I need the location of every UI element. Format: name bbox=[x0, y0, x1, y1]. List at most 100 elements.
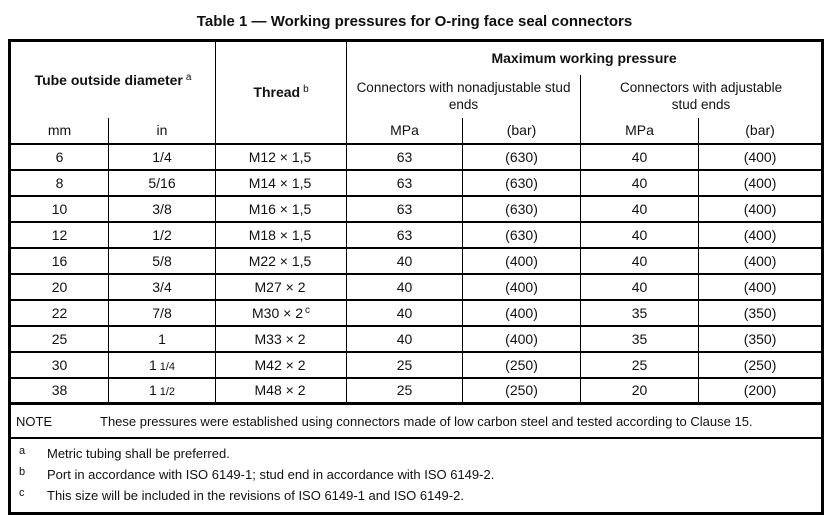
cell-nonadjustable-mpa: 40 bbox=[346, 246, 463, 274]
in-fraction: 1/4 bbox=[159, 360, 176, 373]
footnote-c: c This size will be included in the revis… bbox=[11, 485, 821, 506]
cell-adjustable-bar: (200) bbox=[698, 376, 823, 404]
header-tube-outside-diameter-label: Tube outside diameter bbox=[34, 71, 183, 88]
cell-mm: 25 bbox=[9, 324, 109, 352]
cell-in: 1/4 bbox=[107, 142, 216, 170]
cell-adjustable-bar: (250) bbox=[698, 350, 823, 378]
cell-nonadjustable-bar: (630) bbox=[462, 194, 581, 222]
cell-in: 5/8 bbox=[107, 246, 216, 274]
cell-adjustable-mpa: 35 bbox=[580, 324, 699, 352]
thread-value: M27 × 2 bbox=[254, 278, 306, 295]
cell-adjustable-bar: (400) bbox=[698, 246, 823, 274]
footnote-c-text: This size will be included in the revisi… bbox=[47, 488, 464, 503]
cell-adjustable-mpa: 20 bbox=[580, 376, 699, 404]
cell-thread: M42 × 2 bbox=[215, 350, 347, 378]
table-row: 8 5/16 M14 × 1,5 63 (630) 40 (400) bbox=[9, 168, 823, 196]
header-group-nonadjustable: Connectors with nonadjustable stud ends bbox=[347, 75, 581, 118]
cell-mm: 10 bbox=[9, 194, 109, 222]
cell-in: 7/8 bbox=[107, 298, 216, 326]
cell-thread: M16 × 1,5 bbox=[215, 194, 347, 222]
footnote-marker-b: b bbox=[303, 84, 309, 96]
cell-nonadjustable-bar: (630) bbox=[462, 142, 581, 170]
in-whole: 1 bbox=[148, 356, 157, 373]
cell-nonadjustable-mpa: 63 bbox=[346, 194, 463, 222]
in-whole: 1/4 bbox=[152, 148, 172, 165]
header-thread-label: Thread bbox=[253, 84, 301, 101]
cell-mm: 30 bbox=[9, 350, 109, 378]
thread-value: M30 × 2 bbox=[252, 304, 303, 321]
thread-value: M14 × 1,5 bbox=[248, 174, 312, 191]
thread-value: M33 × 2 bbox=[254, 330, 306, 347]
cell-nonadjustable-bar: (400) bbox=[462, 298, 581, 326]
table-row: 10 3/8 M16 × 1,5 63 (630) 40 (400) bbox=[9, 194, 823, 222]
table-row: 12 1/2 M18 × 1,5 63 (630) 40 (400) bbox=[9, 220, 823, 248]
in-whole: 7/8 bbox=[152, 304, 172, 321]
cell-nonadjustable-mpa: 40 bbox=[346, 298, 463, 326]
cell-nonadjustable-bar: (630) bbox=[462, 220, 581, 248]
footnote-a: a Metric tubing shall be preferred. bbox=[11, 443, 821, 464]
table-row: 20 3/4 M27 × 2 40 (400) 40 (400) bbox=[9, 272, 823, 300]
cell-nonadjustable-bar: (250) bbox=[462, 350, 581, 378]
note-row: NOTE These pressures were established usi… bbox=[9, 402, 823, 438]
footnote-a-text: Metric tubing shall be preferred. bbox=[47, 446, 230, 461]
cell-adjustable-mpa: 40 bbox=[580, 220, 699, 248]
header-group-adjustable: Connectors with adjustable stud ends bbox=[580, 74, 823, 118]
table-row: 16 5/8 M22 × 1,5 40 (400) 40 (400) bbox=[9, 246, 823, 274]
thread-value: M42 × 2 bbox=[254, 356, 306, 373]
cell-adjustable-mpa: 40 bbox=[580, 142, 699, 170]
unit-header-mpa-adjustable: MPa bbox=[580, 117, 699, 145]
footnote-b: b Port in accordance with ISO 6149-1; stu… bbox=[11, 464, 821, 485]
header-tube-outside-diameter: Tube outside diameter a bbox=[10, 41, 216, 118]
header-max-working-pressure: Maximum working pressure bbox=[491, 50, 677, 67]
cell-nonadjustable-mpa: 63 bbox=[346, 168, 463, 196]
header-group-nonadjustable-label: Connectors with nonadjustable stud ends bbox=[356, 80, 571, 112]
cell-adjustable-mpa: 40 bbox=[580, 194, 699, 222]
cell-adjustable-bar: (400) bbox=[698, 194, 823, 222]
cell-adjustable-mpa: 40 bbox=[580, 272, 699, 300]
cell-in: 3/8 bbox=[107, 194, 216, 222]
table-row: 38 1 1/2 M48 × 2 25 (250) 20 (200) bbox=[9, 376, 823, 404]
header-thread: Thread b bbox=[215, 40, 348, 144]
footnote-c-marker: c bbox=[19, 487, 25, 499]
footnote-marker-c: c bbox=[305, 304, 310, 316]
footnotes-cell: a Metric tubing shall be preferred. b Port… bbox=[9, 437, 823, 514]
footnote-b-text: Port in accordance with ISO 6149-1; stud… bbox=[47, 467, 495, 482]
in-whole: 3/4 bbox=[152, 278, 172, 295]
cell-in: 3/4 bbox=[107, 272, 216, 300]
cell-adjustable-mpa: 25 bbox=[580, 350, 699, 378]
cell-mm: 6 bbox=[9, 142, 109, 170]
cell-nonadjustable-mpa: 63 bbox=[346, 142, 463, 170]
cell-adjustable-mpa: 40 bbox=[580, 246, 699, 274]
cell-mm: 12 bbox=[9, 220, 109, 248]
cell-mm: 38 bbox=[9, 376, 109, 404]
cell-mm: 8 bbox=[9, 168, 109, 196]
page-title: Table 1 — Working pressures for O-ring f… bbox=[196, 13, 633, 30]
table-footer: NOTE These pressures were established usi… bbox=[9, 402, 823, 514]
cell-adjustable-bar: (400) bbox=[698, 272, 823, 300]
unit-header-in: in bbox=[107, 117, 216, 145]
cell-nonadjustable-bar: (630) bbox=[462, 168, 581, 196]
table-row: 30 1 1/4 M42 × 2 25 (250) 25 (250) bbox=[9, 350, 823, 378]
table-row: 25 1 M33 × 2 40 (400) 35 (350) bbox=[9, 324, 823, 352]
cell-thread: M14 × 1,5 bbox=[215, 168, 347, 196]
in-whole: 3/8 bbox=[152, 200, 172, 217]
in-whole: 1 bbox=[158, 330, 166, 347]
footnote-a-marker: a bbox=[19, 445, 26, 457]
cell-nonadjustable-bar: (400) bbox=[462, 324, 581, 352]
cell-nonadjustable-bar: (400) bbox=[462, 246, 581, 274]
cell-thread: M27 × 2 bbox=[215, 272, 347, 300]
cell-adjustable-bar: (400) bbox=[698, 168, 823, 196]
unit-header-bar-nonadjustable: (bar) bbox=[462, 117, 581, 145]
cell-in: 1/2 bbox=[107, 220, 216, 248]
in-fraction: 1/2 bbox=[159, 386, 176, 399]
footnotes-row: a Metric tubing shall be preferred. b Port… bbox=[9, 437, 823, 514]
cell-nonadjustable-bar: (250) bbox=[462, 376, 581, 404]
unit-header-bar-adjustable: (bar) bbox=[698, 117, 823, 145]
note-text: These pressures were established using c… bbox=[100, 413, 753, 429]
cell-in: 1 1/4 bbox=[107, 350, 216, 378]
cell-mm: 22 bbox=[9, 298, 109, 326]
cell-nonadjustable-bar: (400) bbox=[462, 272, 581, 300]
working-pressure-table: Tube outside diameter a Thread b Maximum w… bbox=[8, 39, 825, 515]
note-label: NOTE bbox=[16, 413, 53, 429]
